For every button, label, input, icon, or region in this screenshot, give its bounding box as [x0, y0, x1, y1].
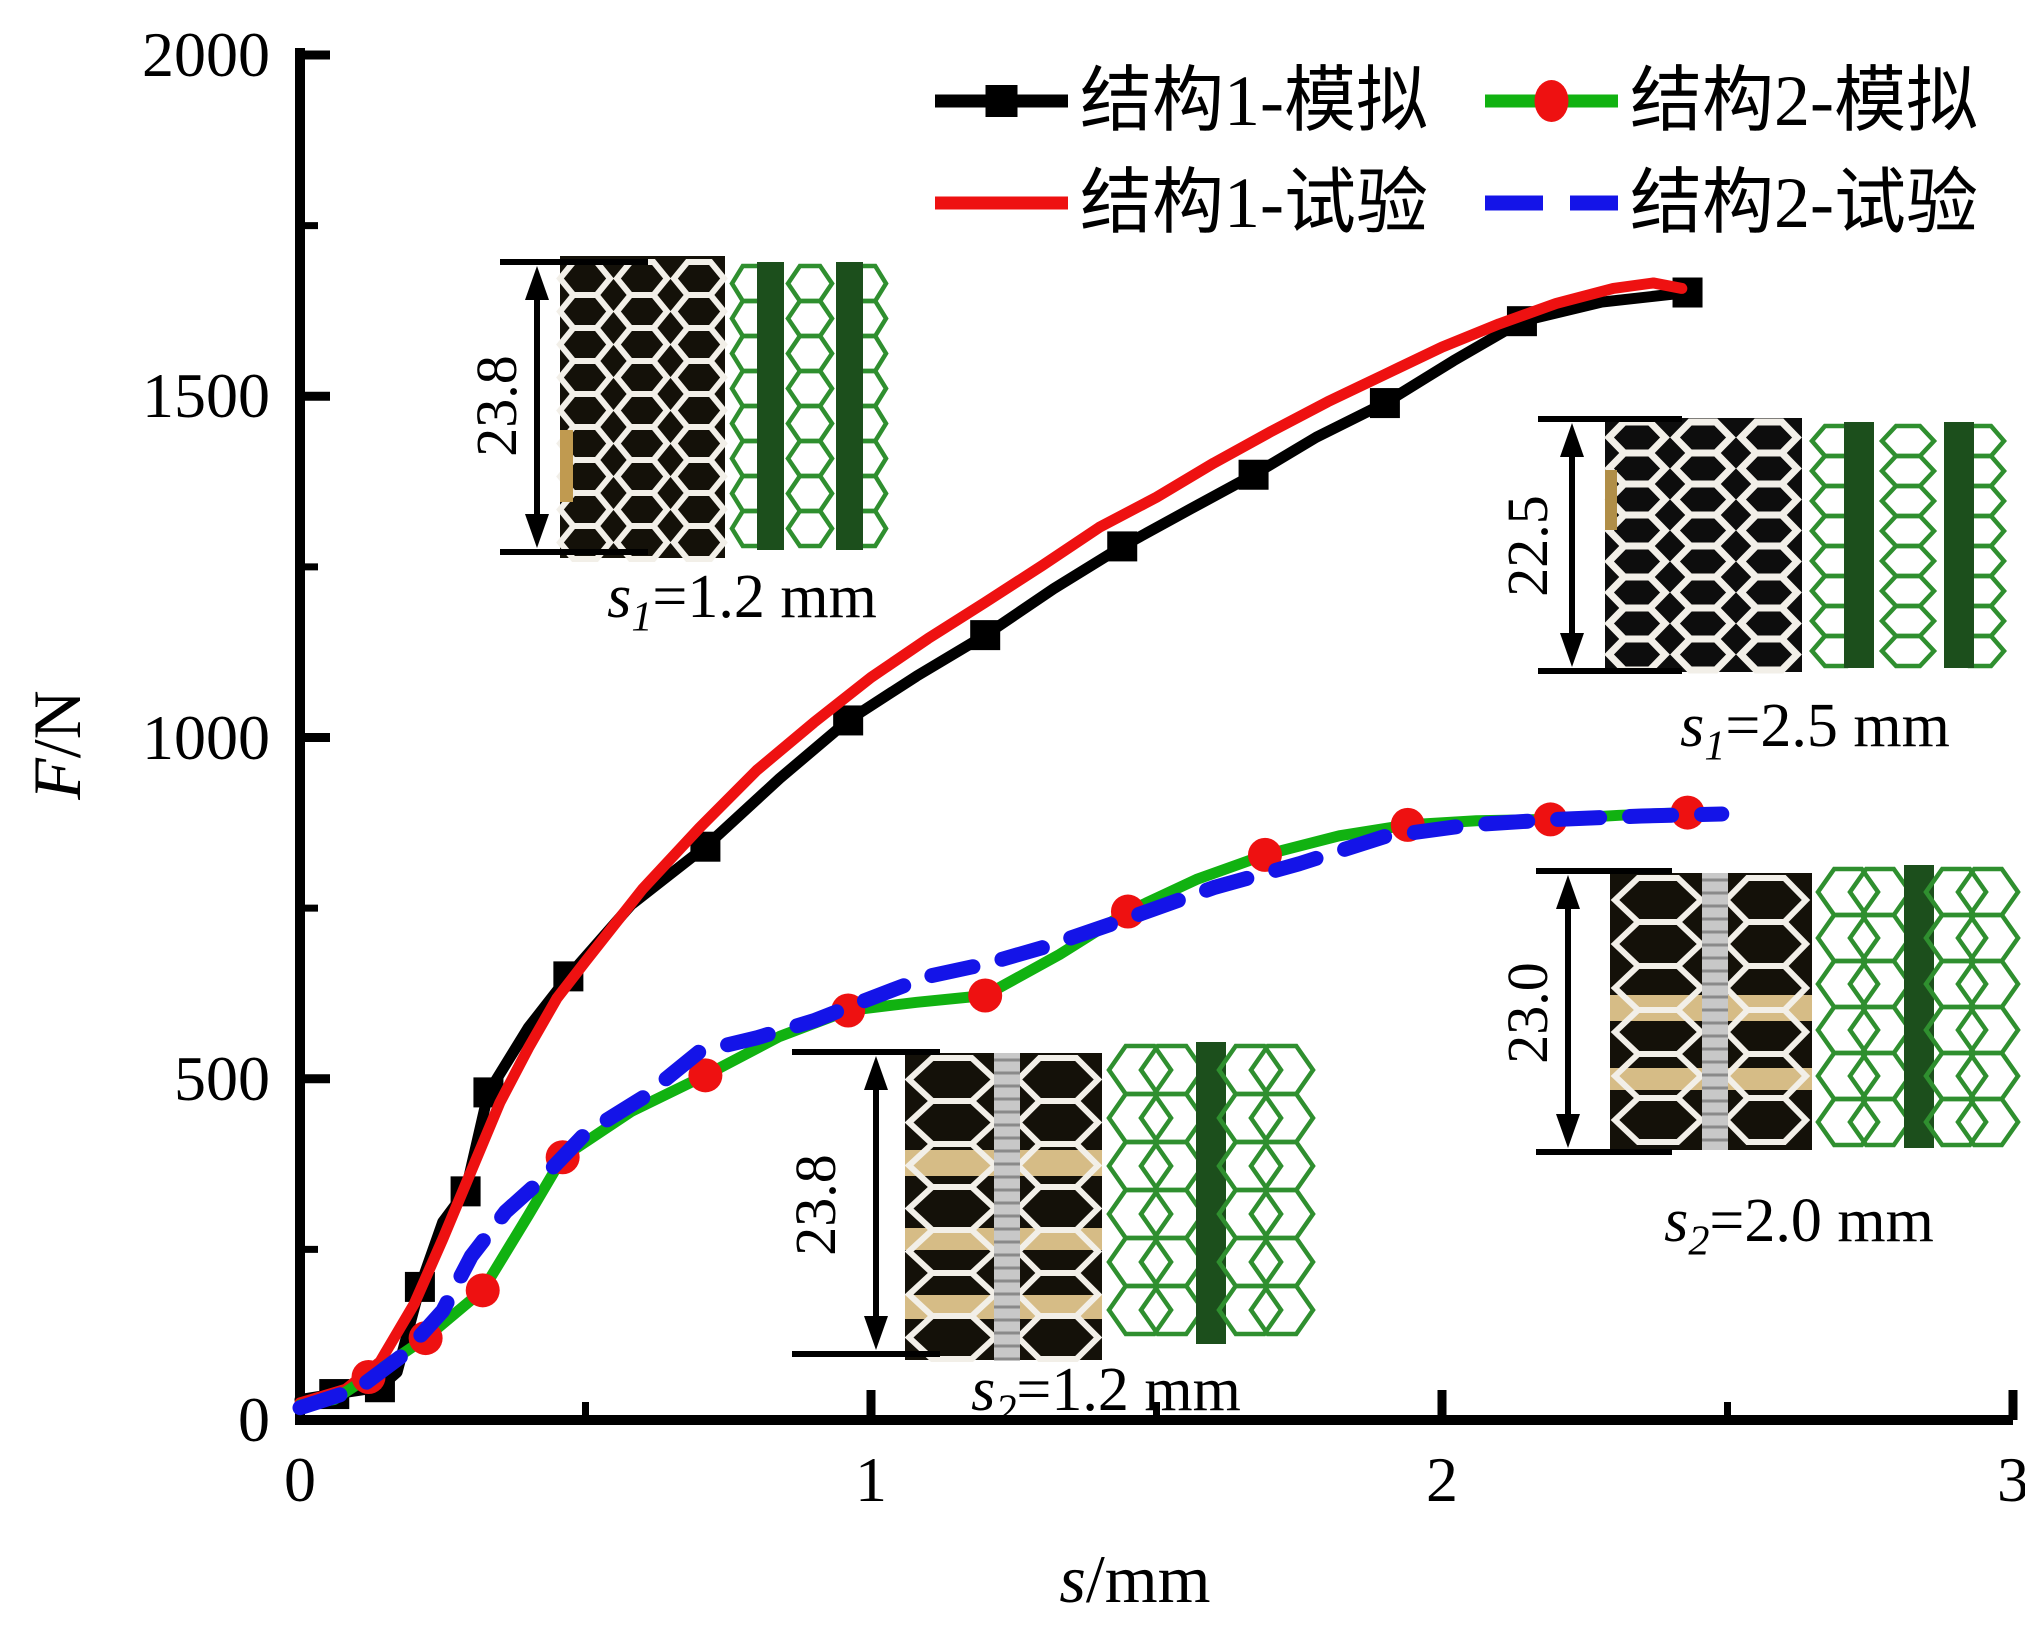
y-tick-label: 1500	[142, 360, 270, 432]
marker-square-s1_sim	[1369, 388, 1400, 419]
inset-s1-2p5-graphic	[1604, 418, 2007, 674]
legend-marker-circle	[1534, 80, 1569, 122]
marker-square-s1_sim	[1107, 531, 1138, 562]
inset-caption-inset-s2-2p0: s2=2.0 mm	[1549, 1188, 2025, 1274]
inset-sym: s2	[971, 1356, 1017, 1434]
y-tick-label: 1000	[142, 701, 270, 773]
inset-caption-inset-s1-2p5: s1=2.5 mm	[1565, 693, 2025, 779]
inset-caption-inset-s2-1p2: s2=1.2 mm	[856, 1357, 1356, 1443]
y-tick-label: 2000	[142, 19, 270, 90]
legend-entry-label[interactable]: 结构1-模拟	[1080, 61, 1428, 141]
legend-entry-label[interactable]: 结构2-模拟	[1630, 61, 1978, 141]
dimension-arrow	[792, 1049, 940, 1357]
inset-s1-1p2-graphic	[556, 256, 889, 562]
dimension-label-inset-s2-2p0: 23.0	[1495, 962, 1560, 1064]
marker-circle-s2_sim	[688, 1058, 723, 1093]
legend-marker-square	[985, 85, 1018, 117]
inset-value: =2.5 mm	[1725, 692, 1950, 760]
axis-var: s	[1059, 1541, 1086, 1617]
inset-value: =1.2 mm	[1016, 1356, 1241, 1424]
inset-value: =1.2 mm	[652, 563, 877, 631]
x-tick-label: 1	[855, 1444, 887, 1515]
dimension-label-inset-s2-1p2: 23.8	[783, 1154, 848, 1256]
legend-entry-label[interactable]: 结构1-试验	[1080, 163, 1428, 243]
inset-s2-2p0-graphic	[1610, 865, 2021, 1150]
inset-value: =2.0 mm	[1709, 1187, 1934, 1255]
inset-s2-1p2-graphic	[904, 1042, 1316, 1362]
x-tick-label: 2	[1426, 1444, 1458, 1515]
x-tick-label: 0	[284, 1444, 316, 1515]
series	[292, 277, 1730, 1416]
x-tick-label: 3	[1997, 1444, 2025, 1515]
dimension-label-inset-s1-2p5: 22.5	[1495, 495, 1560, 597]
insets-graphics	[500, 256, 2021, 1362]
series-line-s1_exp	[294, 277, 1688, 1409]
y-tick-label: 0	[238, 1384, 270, 1455]
marker-square-s1_sim	[970, 620, 1001, 651]
dimension-arrow	[500, 259, 648, 555]
x-axis-title: s/mm	[1059, 1541, 1211, 1617]
inset-sym: s1	[607, 563, 653, 641]
marker-circle-s2_sim	[1670, 795, 1705, 830]
dimension-arrow	[1536, 868, 1672, 1155]
marker-square-s1_sim	[833, 705, 864, 736]
marker-circle-s2_sim	[968, 978, 1003, 1013]
series-line-s2_exp	[292, 806, 1730, 1416]
legend-entry-label[interactable]: 结构2-试验	[1630, 163, 1978, 243]
y-tick-label: 500	[174, 1042, 270, 1114]
marker-circle-s2_sim	[831, 993, 866, 1028]
dimension-arrow	[1538, 416, 1682, 674]
marker-square-s1_sim	[1238, 459, 1269, 490]
inset-caption-inset-s1-1p2: s1=1.2 mm	[492, 564, 992, 650]
marker-circle-s2_sim	[465, 1273, 500, 1308]
dimension-label-inset-s1-1p2: 23.8	[464, 355, 529, 457]
axes	[295, 48, 2018, 1425]
legend-samples	[935, 80, 1618, 211]
inset-sym: s1	[1680, 692, 1726, 770]
inset-sym: s2	[1664, 1187, 1710, 1265]
